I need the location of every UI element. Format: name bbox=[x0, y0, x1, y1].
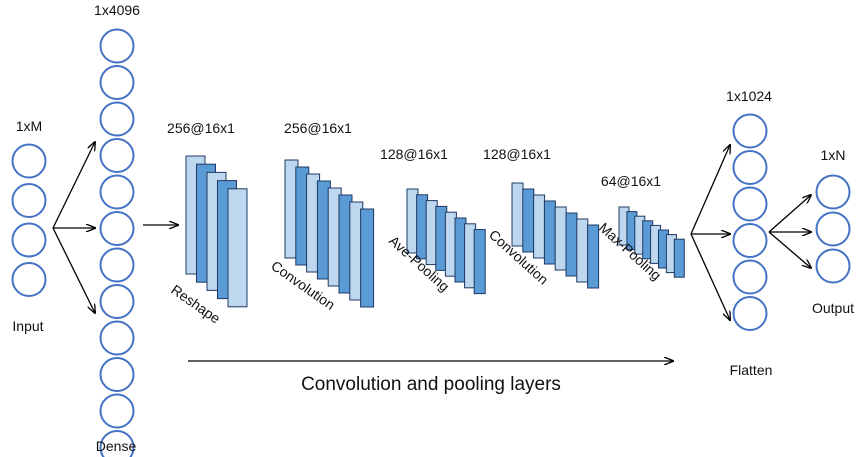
arrow-flatten-output-up bbox=[768, 195, 811, 233]
conv-block-reshape: 256@16x1 Reshape bbox=[167, 120, 248, 327]
dense-neuron bbox=[99, 138, 135, 173]
input-neuron bbox=[11, 143, 47, 179]
flatten-neuron bbox=[732, 259, 768, 295]
flatten-name-label: Flatten bbox=[730, 362, 773, 378]
conv-block-convolution-2: 128@16x1 Convolution bbox=[483, 146, 600, 289]
input-layer: 1xM Input bbox=[11, 118, 47, 334]
input-to-dense-arrows bbox=[52, 142, 178, 313]
dense-neuron bbox=[99, 284, 135, 319]
dense-layer: 1x4096 Dense bbox=[94, 2, 140, 457]
feature-map-plate bbox=[543, 200, 556, 265]
feature-map-plate bbox=[473, 229, 486, 295]
feature-map-plate bbox=[576, 218, 589, 283]
output-neuron bbox=[815, 174, 851, 210]
arrow-input-dense-up bbox=[52, 142, 95, 229]
dense-neuron bbox=[99, 28, 135, 64]
conv-block-max-pooling: 64@16x1 Max-Pooling bbox=[596, 173, 685, 283]
output-neuron bbox=[815, 248, 851, 284]
dense-neuron bbox=[99, 357, 135, 392]
arrow-pool-flatten-down bbox=[690, 233, 730, 320]
flatten-layer: 1x1024 Flatten bbox=[726, 88, 772, 378]
output-nodes bbox=[815, 174, 851, 284]
arrow-flatten-output-down bbox=[768, 231, 811, 268]
flatten-neuron bbox=[732, 296, 768, 331]
conv-block-dim-label: 128@16x1 bbox=[380, 146, 448, 162]
input-dim-label: 1xM bbox=[16, 118, 42, 134]
plate-stack bbox=[511, 182, 600, 289]
dense-neuron bbox=[99, 65, 135, 100]
feature-map-plate bbox=[360, 208, 375, 308]
input-neuron bbox=[11, 222, 47, 258]
flatten-neuron bbox=[732, 186, 768, 222]
output-neuron bbox=[815, 211, 851, 247]
conv-block-ave-pooling: 128@16x1 Ave-Pooling bbox=[380, 146, 486, 295]
input-neuron bbox=[11, 262, 47, 297]
feature-map-plate bbox=[565, 212, 578, 277]
input-neuron bbox=[11, 183, 47, 218]
feature-map-plate bbox=[533, 194, 546, 259]
dense-neuron bbox=[99, 430, 135, 457]
dense-neuron bbox=[99, 247, 135, 283]
dense-neuron bbox=[99, 320, 135, 356]
flatten-neuron bbox=[732, 150, 768, 185]
flatten-neuron bbox=[732, 223, 768, 258]
feature-map-plate bbox=[227, 188, 248, 308]
flatten-dim-label: 1x1024 bbox=[726, 88, 772, 104]
feature-map-plate bbox=[522, 188, 535, 253]
arrow-pool-flatten-up bbox=[690, 145, 730, 235]
pipeline-caption: Convolution and pooling layers bbox=[301, 374, 561, 395]
dense-neuron bbox=[99, 174, 135, 210]
conv-block-convolution-1: 256@16x1 Convolution bbox=[268, 120, 375, 313]
plate-stack bbox=[406, 188, 486, 295]
flatten-neuron bbox=[732, 113, 768, 149]
pool-to-flatten-arrows bbox=[690, 145, 730, 320]
feature-map-plate bbox=[511, 182, 524, 247]
input-nodes bbox=[11, 143, 47, 297]
conv-block-dim-label: 128@16x1 bbox=[483, 146, 551, 162]
output-dim-label: 1xN bbox=[821, 147, 846, 163]
dense-neuron bbox=[99, 211, 135, 246]
conv-block-dim-label: 64@16x1 bbox=[601, 173, 661, 189]
feature-map-plate bbox=[587, 224, 600, 289]
conv-block-dim-label: 256@16x1 bbox=[284, 120, 352, 136]
plate-stack bbox=[618, 206, 685, 278]
output-name-label: Output bbox=[812, 300, 854, 316]
dense-nodes bbox=[99, 28, 135, 457]
dense-dim-label: 1x4096 bbox=[94, 2, 140, 18]
feature-map-plate bbox=[554, 206, 567, 271]
output-layer: 1xN Output bbox=[812, 147, 854, 316]
dense-neuron bbox=[99, 393, 135, 429]
dense-neuron bbox=[99, 101, 135, 137]
plate-stack bbox=[185, 155, 248, 308]
flatten-nodes bbox=[732, 113, 768, 331]
plate-stack bbox=[284, 159, 375, 308]
dense-name-label: Dense bbox=[96, 438, 137, 454]
flatten-to-output-arrows bbox=[768, 195, 811, 268]
input-name-label: Input bbox=[12, 318, 43, 334]
conv-block-dim-label: 256@16x1 bbox=[167, 120, 235, 136]
arrow-input-dense-down bbox=[52, 227, 95, 313]
feature-map-plate bbox=[673, 238, 685, 278]
